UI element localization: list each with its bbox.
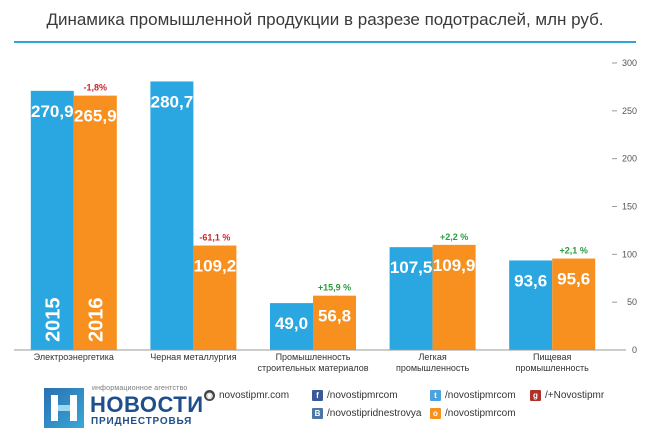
bar-2015-3 — [270, 303, 313, 350]
y-tick-label: 200 — [622, 154, 637, 164]
value-label: 95,6 — [557, 270, 590, 289]
value-label: 109,2 — [194, 257, 237, 276]
y-tick-label: 150 — [622, 202, 637, 212]
website-label: novostipmr.com — [219, 390, 290, 401]
y-tick-label: 100 — [622, 249, 637, 259]
category-label-line: Черная металлургия — [150, 352, 236, 362]
value-label: 280,7 — [151, 92, 194, 111]
vk-label: /novostipridnestrovya — [327, 408, 422, 419]
change-label: +2,1 % — [560, 246, 588, 256]
bar-2016-3 — [313, 295, 356, 350]
change-label: -61,1 % — [199, 233, 230, 243]
twitter-link[interactable]: t /novostipmrcom — [430, 390, 516, 401]
bar-chart: 270,9 265,9 -1,8% 280,7 109,2 -61,1 % 49,0 56,8… — [14, 58, 637, 373]
category-label-line: Электроэнергетика — [34, 352, 114, 362]
bar-2016-4 — [432, 244, 476, 350]
logo-icon — [44, 388, 84, 428]
bar-2016-5 — [552, 258, 596, 350]
logo-tagline: информационное агентство — [92, 385, 188, 392]
facebook-icon: f — [312, 390, 323, 401]
y-tick-label: 50 — [627, 297, 637, 307]
globe-icon: ◉ — [204, 390, 215, 401]
bar-2015-4 — [389, 247, 433, 350]
facebook-label: /novostipmrcom — [327, 390, 398, 401]
value-label: 109,9 — [433, 256, 476, 275]
y-tick-label: 300 — [622, 58, 637, 68]
y-tick-label: 250 — [622, 106, 637, 116]
value-label: 265,9 — [74, 107, 117, 126]
odnoklassniki-label: /novostipmrcom — [445, 408, 516, 419]
vk-icon: B — [312, 408, 323, 419]
chart-title: Динамика промышленной продукции в разрез… — [46, 10, 604, 29]
twitter-icon: t — [430, 390, 441, 401]
value-label: 107,5 — [390, 258, 433, 277]
bar-2015-5 — [509, 260, 553, 350]
bar-2016-2 — [193, 245, 237, 350]
category-label-2: Черная металлургия — [150, 352, 236, 362]
gplus-icon: g — [530, 390, 541, 401]
gplus-link[interactable]: g /+Novostipmr — [530, 390, 604, 401]
facebook-link[interactable]: f /novostipmrcom — [312, 390, 398, 401]
change-label: -1,8% — [84, 83, 108, 93]
category-label-4: Легкая промышленность — [396, 352, 470, 373]
category-label-line: промышленность — [516, 363, 590, 373]
category-label-1: Электроэнергетика — [34, 352, 114, 362]
bar-2015-1 — [30, 90, 74, 351]
odnoklassniki-link[interactable]: o /novostipmrcom — [430, 408, 516, 419]
vk-link[interactable]: B /novostipridnestrovya — [312, 408, 422, 419]
twitter-label: /novostipmrcom — [445, 390, 516, 401]
category-label-5: Пищевая промышленность — [516, 352, 590, 373]
change-label: +15,9 % — [318, 283, 351, 293]
category-label-3: Промышленность строительных материалов — [258, 352, 369, 373]
category-label-line: Промышленность — [276, 352, 351, 362]
footer: информационное агентство НОВОСТИ ПРИДНЕС… — [0, 380, 650, 434]
value-label: 93,6 — [514, 271, 547, 290]
gplus-label: /+Novostipmr — [545, 390, 605, 401]
value-label: 49,0 — [275, 314, 308, 333]
bar-2016-1 — [73, 95, 117, 350]
category-label-line: Пищевая — [533, 352, 571, 362]
website-link[interactable]: ◉ novostipmr.com — [204, 390, 289, 401]
year-label-2016: 2016 — [85, 298, 107, 343]
change-label: +2,2 % — [440, 232, 468, 242]
year-label-2015: 2015 — [42, 298, 64, 343]
category-label-line: Легкая — [418, 352, 446, 362]
category-label-line: промышленность — [396, 363, 470, 373]
y-tick-label: 0 — [632, 345, 637, 355]
logo-subtitle: ПРИДНЕСТРОВЬЯ — [91, 416, 193, 427]
logo-title: НОВОСТИ — [90, 392, 204, 417]
value-label: 270,9 — [31, 102, 74, 121]
category-label-line: строительных материалов — [258, 363, 369, 373]
bar-2015-2 — [150, 81, 194, 350]
value-label: 56,8 — [318, 307, 351, 326]
odnoklassniki-icon: o — [430, 408, 441, 419]
title-divider — [14, 41, 636, 43]
